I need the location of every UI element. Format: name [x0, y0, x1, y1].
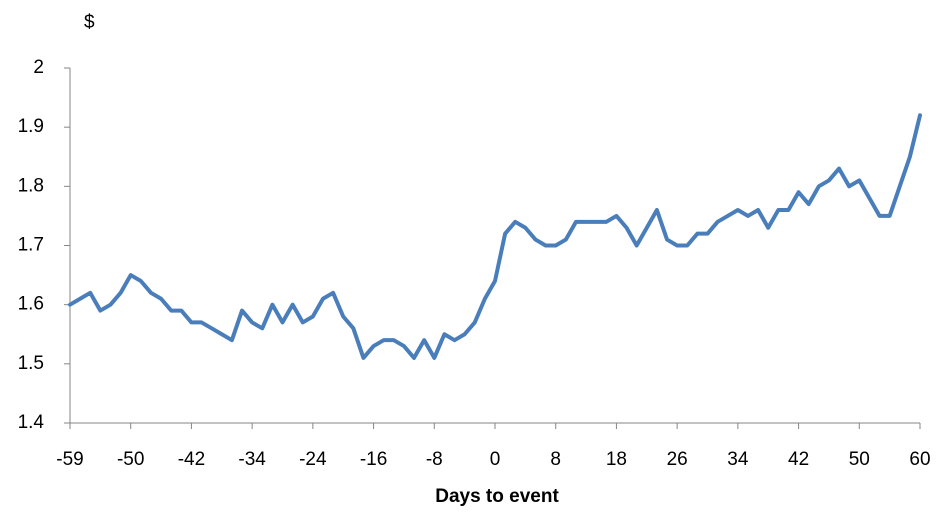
y-tick-label: 1.5: [18, 353, 44, 374]
y-tick-label: 1.7: [18, 235, 44, 256]
x-tick-label: -50: [117, 449, 144, 470]
y-tick-label: 1.8: [18, 175, 44, 196]
y-tick-label: 1.6: [18, 294, 44, 315]
x-tick-label: 26: [667, 449, 688, 470]
y-unit: $: [84, 12, 95, 33]
x-tick-label: 34: [727, 449, 749, 470]
x-tick-label: -8: [426, 449, 443, 470]
x-tick-label: -24: [299, 449, 327, 470]
x-axis-title: Days to event: [435, 486, 559, 507]
x-tick-label: 18: [606, 449, 627, 470]
x-tick-label: 60: [909, 449, 930, 470]
x-tick-label: 0: [490, 449, 501, 470]
y-tick-label: 2: [33, 57, 44, 78]
x-tick-label: -59: [56, 449, 83, 470]
x-tick-label: 50: [849, 449, 870, 470]
x-tick-label: 42: [788, 449, 809, 470]
y-tick-label: 1.9: [18, 116, 44, 137]
x-tick-label: -16: [360, 449, 387, 470]
y-tick-label: 1.4: [18, 412, 45, 433]
data-line: [68, 113, 922, 360]
x-tick-label: 8: [550, 449, 561, 470]
x-tick-label: -42: [178, 449, 205, 470]
x-tick-label: -34: [238, 449, 266, 470]
